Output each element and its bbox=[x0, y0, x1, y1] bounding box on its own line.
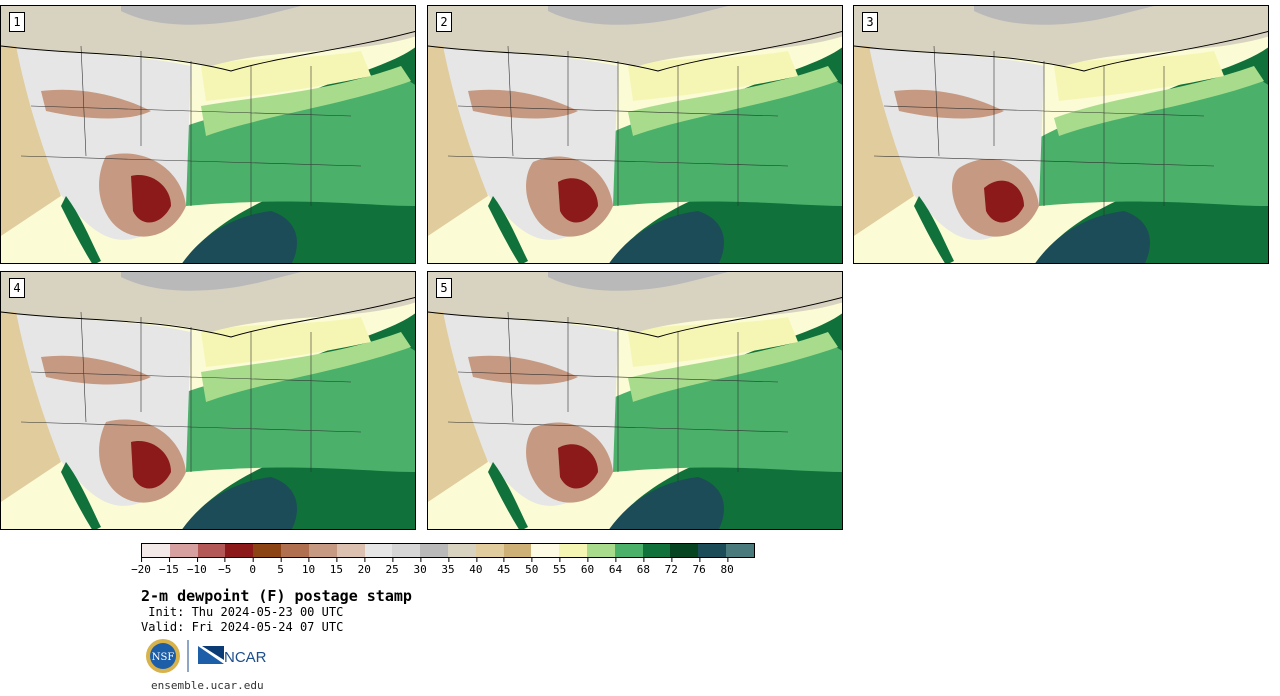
colorbar-swatch bbox=[225, 544, 254, 557]
map-panel-2: 2 bbox=[427, 5, 843, 264]
colorbar-swatch bbox=[392, 544, 421, 557]
colorbar-tick-label: 10 bbox=[302, 558, 315, 576]
colorbar-swatch bbox=[308, 544, 337, 557]
colorbar-swatch bbox=[642, 544, 671, 557]
nsf-logo: NSF bbox=[146, 639, 180, 673]
colorbar-swatch bbox=[503, 544, 532, 557]
logos: NSF NCAR bbox=[146, 639, 267, 673]
colorbar-swatch bbox=[670, 544, 699, 557]
colorbar-tick-label: 20 bbox=[358, 558, 371, 576]
dewpoint-map-4 bbox=[1, 272, 415, 529]
website-url: ensemble.ucar.edu bbox=[151, 679, 264, 692]
colorbar-swatch bbox=[698, 544, 727, 557]
colorbar-tick-label: 72 bbox=[665, 558, 678, 576]
figure-title: 2-m dewpoint (F) postage stamp bbox=[141, 587, 412, 605]
map-panel-5: 5 bbox=[427, 271, 843, 530]
panel-number-label: 3 bbox=[862, 12, 878, 32]
colorbar-tick-label: −5 bbox=[218, 558, 231, 576]
panel-number-label: 1 bbox=[9, 12, 25, 32]
colorbar-swatch bbox=[197, 544, 226, 557]
map-panel-3: 3 bbox=[853, 5, 1269, 264]
colorbar-swatch bbox=[475, 544, 504, 557]
colorbar-swatch bbox=[587, 544, 615, 557]
colorbar-swatch bbox=[253, 544, 282, 557]
dewpoint-map-2 bbox=[428, 6, 842, 263]
colorbar-swatch bbox=[559, 544, 587, 557]
dewpoint-map-1 bbox=[1, 6, 415, 263]
colorbar-tick-label: 40 bbox=[469, 558, 483, 576]
colorbar-tick-label: 0 bbox=[249, 558, 256, 576]
ncar-logo-text: NCAR bbox=[224, 649, 267, 666]
colorbar-tick-label: −15 bbox=[159, 558, 179, 576]
colorbar-tick-label: 64 bbox=[609, 558, 622, 576]
colorbar-tick-label: 35 bbox=[441, 558, 455, 576]
map-panel-4: 4 bbox=[0, 271, 416, 530]
colorbar-swatch bbox=[142, 544, 170, 557]
colorbar-swatch bbox=[447, 544, 476, 557]
colorbar-tick-label: −20 bbox=[131, 558, 151, 576]
panel-number-label: 2 bbox=[436, 12, 452, 32]
colorbar-tick-label: 30 bbox=[413, 558, 427, 576]
colorbar-swatch bbox=[531, 544, 560, 557]
colorbar-tick-label: 5 bbox=[277, 558, 284, 576]
colorbar-swatch bbox=[364, 544, 393, 557]
colorbar-swatch bbox=[336, 544, 365, 557]
dewpoint-colorbar bbox=[141, 543, 755, 558]
colorbar-tick-label: 68 bbox=[637, 558, 650, 576]
colorbar-tick-label: 25 bbox=[386, 558, 399, 576]
dewpoint-map-5 bbox=[428, 272, 842, 529]
nsf-logo-text: NSF bbox=[152, 652, 175, 663]
colorbar-ticks: −20 −15 −10 −5 0 5 10 15 20 25 30 35 40 45 50 55 60 64 68 7… bbox=[131, 558, 755, 578]
colorbar-tick-label: 45 bbox=[497, 558, 510, 576]
colorbar-tick-label: 50 bbox=[525, 558, 538, 576]
colorbar-tick-label: −10 bbox=[187, 558, 207, 576]
panel-number-label: 4 bbox=[9, 278, 25, 298]
colorbar-swatch bbox=[281, 544, 309, 557]
valid-time: Valid: Fri 2024-05-24 07 UTC bbox=[141, 620, 344, 634]
colorbar-tick-label: 15 bbox=[330, 558, 343, 576]
panel-number-label: 5 bbox=[436, 278, 452, 298]
colorbar-tick-label: 76 bbox=[693, 558, 706, 576]
colorbar-tick-label: 60 bbox=[581, 558, 594, 576]
init-time: Init: Thu 2024-05-23 00 UTC bbox=[141, 605, 344, 619]
map-panel-1: 1 bbox=[0, 5, 416, 264]
colorbar-swatch bbox=[420, 544, 448, 557]
colorbar-tick-label: 55 bbox=[553, 558, 566, 576]
colorbar-tick-label: 80 bbox=[720, 558, 734, 576]
colorbar-swatch bbox=[726, 544, 754, 557]
colorbar-swatch bbox=[169, 544, 198, 557]
ncar-logo: NCAR bbox=[198, 646, 267, 666]
dewpoint-map-3 bbox=[854, 6, 1268, 263]
colorbar-swatch bbox=[614, 544, 643, 557]
